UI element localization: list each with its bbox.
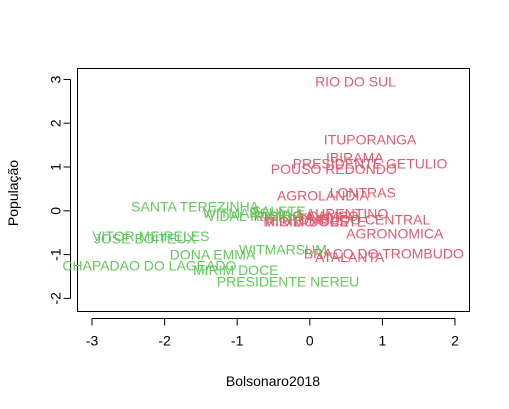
point-label: LAURENTINO bbox=[298, 205, 388, 221]
x-tick-label: 1 bbox=[378, 333, 386, 349]
point-label: MIRIM DOCE bbox=[263, 214, 349, 230]
x-tick-label: -2 bbox=[158, 333, 171, 349]
y-axis: -2 -1 0 1 2 3 bbox=[48, 75, 71, 305]
point-label: RIO DO OESTE bbox=[265, 214, 366, 230]
point-label: TROMBUDO CENTRAL bbox=[279, 212, 430, 228]
point-label: POUSO REDONDO bbox=[271, 161, 397, 177]
point-label: PRESIDENTE NEREU bbox=[217, 274, 359, 290]
x-axis-title: Bolsonaro2018 bbox=[226, 373, 320, 389]
y-axis-title: População bbox=[5, 160, 21, 226]
point-label: SALETE bbox=[252, 203, 306, 219]
x-tick-label: 0 bbox=[306, 333, 314, 349]
point-label: PRESIDENTE GETULIO bbox=[293, 156, 448, 172]
y-tick-label: -1 bbox=[48, 248, 64, 261]
point-label: AGRONOMICA bbox=[346, 226, 444, 242]
x-axis: -3 -2 -1 0 1 2 bbox=[86, 318, 459, 349]
point-label: ATALANTA bbox=[315, 249, 385, 265]
x-tick-label: -1 bbox=[231, 333, 244, 349]
point-label: AGROLANDIA bbox=[277, 187, 369, 203]
point-label: DONA EMMA bbox=[170, 247, 256, 263]
point-label: SANTA TEREZINHA bbox=[131, 198, 260, 214]
x-tick-label: 2 bbox=[451, 333, 459, 349]
point-label: BRACO DO TROMBUDO bbox=[304, 246, 464, 262]
point-label: RIO DO SUL bbox=[315, 74, 396, 90]
y-tick-label: 3 bbox=[48, 75, 64, 83]
y-tick-label: 2 bbox=[48, 119, 64, 127]
point-label: VIDAL RAMOS bbox=[206, 208, 301, 224]
point-label: ITUPORANGA bbox=[324, 131, 417, 147]
point-label: RIO DO CAMPO bbox=[254, 208, 359, 224]
x-tick-label: -3 bbox=[86, 333, 99, 349]
point-label: JOSE BOITEUX bbox=[94, 230, 197, 246]
point-label: LONTRAS bbox=[330, 184, 396, 200]
point-label: MIRIM DOCE bbox=[193, 262, 279, 278]
point-label: IBIRAMA bbox=[326, 149, 384, 165]
plot-area bbox=[77, 68, 470, 312]
point-label: CHAPADAO DO LAGEADO bbox=[62, 258, 236, 274]
y-tick-label: 0 bbox=[48, 207, 64, 215]
point-label: WITMARSUM bbox=[203, 205, 291, 221]
y-tick-label: -2 bbox=[48, 292, 64, 305]
point-label: VITOR MEIRELES bbox=[92, 228, 209, 244]
point-label: WITMARSUM bbox=[239, 241, 327, 257]
y-tick-label: 1 bbox=[48, 163, 64, 171]
point-label: TAIO bbox=[298, 210, 330, 226]
